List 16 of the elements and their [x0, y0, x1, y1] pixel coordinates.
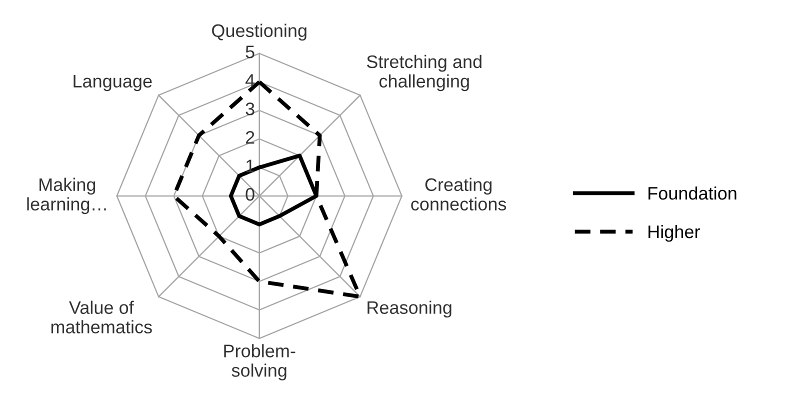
- y-tick-label: 1: [246, 160, 254, 172]
- spoke-label: Creating connections: [411, 178, 506, 211]
- y-tick-label: 5: [246, 46, 254, 58]
- y-tick-label: 2: [246, 131, 254, 144]
- y-tick-label: 3: [246, 102, 254, 116]
- spoke-label: Problem- solving: [224, 344, 296, 380]
- spoke-label: Making learning…: [27, 178, 106, 214]
- y-tick-label: 0: [246, 188, 254, 201]
- spoke-label: Questioning: [212, 24, 306, 41]
- spoke-label: Reasoning: [368, 300, 452, 318]
- legend-label: Higher: [648, 224, 700, 242]
- spoke-label: Value of mathematics: [51, 300, 152, 334]
- legend-label: Foundation: [648, 186, 736, 200]
- spoke-label: Stretching and challenging: [366, 54, 482, 92]
- y-tick-label: 4: [245, 74, 255, 87]
- spoke-label: Language: [74, 74, 152, 92]
